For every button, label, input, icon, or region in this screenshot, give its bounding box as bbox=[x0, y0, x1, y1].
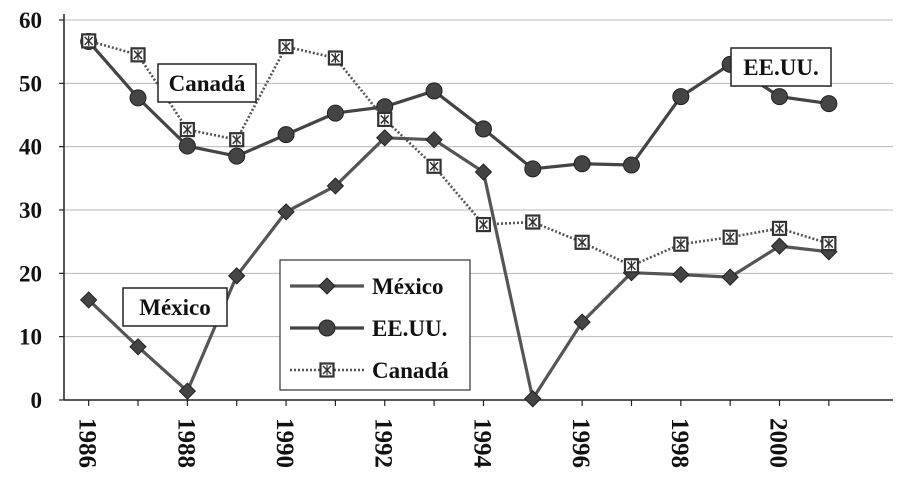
data-point-m-xico bbox=[326, 177, 345, 195]
legend-marker-m-xico bbox=[318, 277, 336, 295]
data-point-m-xico bbox=[474, 163, 493, 181]
data-point-canad bbox=[229, 132, 245, 148]
y-tick-label: 30 bbox=[19, 198, 42, 223]
data-point-m-xico bbox=[425, 130, 443, 149]
callout-m-xico: México bbox=[122, 287, 228, 327]
data-point-canad bbox=[426, 158, 442, 174]
x-tick-label: 2000 bbox=[765, 418, 792, 468]
x-tick-label: 1992 bbox=[370, 418, 397, 468]
data-point-ee-uu bbox=[474, 120, 492, 138]
x-tick-label: 1990 bbox=[271, 418, 298, 468]
legend-marker-canad bbox=[319, 362, 335, 378]
data-point-ee-uu bbox=[129, 89, 147, 107]
callout-box bbox=[730, 47, 832, 87]
series-line-m-xico bbox=[87, 136, 830, 401]
data-point-ee-uu bbox=[326, 104, 344, 122]
callout-ee-uu: EE.UU. bbox=[730, 47, 832, 87]
x-tick-label: 1996 bbox=[567, 418, 594, 468]
data-point-m-xico bbox=[672, 265, 690, 284]
data-point-canad bbox=[327, 50, 343, 66]
x-tick-label: 1998 bbox=[666, 418, 693, 468]
data-point-ee-uu bbox=[771, 88, 789, 106]
legend-box bbox=[279, 259, 471, 391]
data-point-ee-uu bbox=[178, 137, 196, 155]
y-tick-label: 0 bbox=[31, 388, 43, 413]
x-tick-label: 1986 bbox=[74, 418, 101, 468]
data-point-ee-uu bbox=[672, 88, 690, 106]
data-point-m-xico bbox=[228, 267, 246, 285]
y-tick-label: 50 bbox=[19, 71, 42, 96]
data-point-ee-uu bbox=[228, 147, 246, 165]
series-line-ee-uu bbox=[87, 40, 830, 171]
legend-marker-ee-uu bbox=[318, 319, 336, 337]
y-tick-label: 40 bbox=[19, 135, 42, 160]
y-tick-label: 60 bbox=[19, 8, 42, 33]
legend: México EE.UU. Canadá bbox=[279, 259, 471, 391]
data-point-ee-uu bbox=[573, 155, 591, 173]
data-point-canad bbox=[278, 38, 294, 55]
data-point-m-xico bbox=[770, 237, 789, 255]
data-point-canad bbox=[673, 236, 689, 252]
legend-label-ee-uu: EE.UU. bbox=[372, 316, 447, 341]
data-point-canad bbox=[574, 234, 590, 250]
data-point-m-xico bbox=[376, 129, 394, 147]
data-point-canad bbox=[525, 214, 541, 230]
y-tick-label: 10 bbox=[19, 325, 42, 350]
data-point-canad bbox=[377, 111, 393, 128]
callout-label: EE.UU. bbox=[743, 55, 818, 80]
data-point-ee-uu bbox=[820, 95, 838, 113]
legend-label-m-xico: México bbox=[372, 274, 444, 299]
data-point-ee-uu bbox=[524, 160, 542, 178]
y-tick-label: 20 bbox=[19, 261, 42, 286]
data-point-ee-uu bbox=[622, 156, 640, 174]
callout-box bbox=[157, 63, 257, 103]
x-tick-label: 1988 bbox=[172, 418, 199, 468]
data-point-canad bbox=[623, 258, 640, 274]
data-point-canad bbox=[475, 216, 492, 233]
data-point-m-xico bbox=[524, 390, 542, 408]
series-canad bbox=[81, 33, 837, 274]
data-point-m-xico bbox=[178, 382, 197, 400]
legend-label-canad: Canadá bbox=[372, 358, 449, 383]
data-point-canad bbox=[821, 235, 837, 252]
data-point-canad bbox=[722, 229, 738, 245]
callout-canad: Canadá bbox=[157, 63, 257, 103]
data-point-m-xico bbox=[721, 268, 739, 286]
callout-label: México bbox=[139, 295, 211, 320]
series-line-canad bbox=[88, 39, 830, 268]
data-point-ee-uu bbox=[425, 82, 443, 100]
data-point-canad bbox=[179, 121, 195, 138]
data-point-m-xico bbox=[573, 313, 591, 331]
callout-box bbox=[122, 287, 228, 327]
data-point-canad bbox=[771, 220, 788, 236]
data-point-canad bbox=[130, 47, 146, 63]
data-point-m-xico bbox=[277, 203, 295, 221]
data-point-m-xico bbox=[79, 291, 98, 309]
data-point-m-xico bbox=[129, 338, 147, 356]
data-point-canad bbox=[81, 33, 97, 49]
data-point-ee-uu bbox=[277, 126, 295, 144]
x-tick-label: 1994 bbox=[468, 418, 495, 469]
callout-label: Canadá bbox=[169, 71, 246, 96]
